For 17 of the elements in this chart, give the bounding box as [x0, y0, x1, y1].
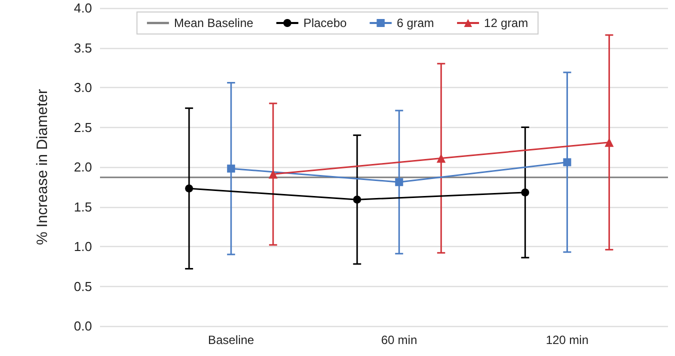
y-tick-label: 1.5	[74, 199, 92, 214]
y-tick-label: 0.5	[74, 278, 92, 294]
y-tick-label: 0.0	[74, 318, 92, 334]
x-tick-label: 60 min	[381, 333, 418, 347]
y-tick-label: 3.5	[74, 40, 92, 56]
x-tick-label: Baseline	[208, 333, 254, 347]
legend-label: Mean Baseline	[174, 16, 254, 30]
y-tick-label: 2.5	[74, 120, 92, 135]
y-tick-label: 3.0	[74, 80, 92, 95]
legend-label: Placebo	[303, 16, 348, 30]
y-axis-title: % Increase in Diameter	[34, 89, 51, 245]
y-tick-label: 2.0	[74, 160, 92, 174]
y-tick-label: 4.0	[74, 0, 92, 16]
legend-label: 12 gram	[484, 16, 528, 30]
x-tick-label: 120 min	[546, 333, 589, 347]
y-tick-label: 1.0	[74, 239, 92, 254]
legend-label: 6 gram	[396, 16, 434, 30]
